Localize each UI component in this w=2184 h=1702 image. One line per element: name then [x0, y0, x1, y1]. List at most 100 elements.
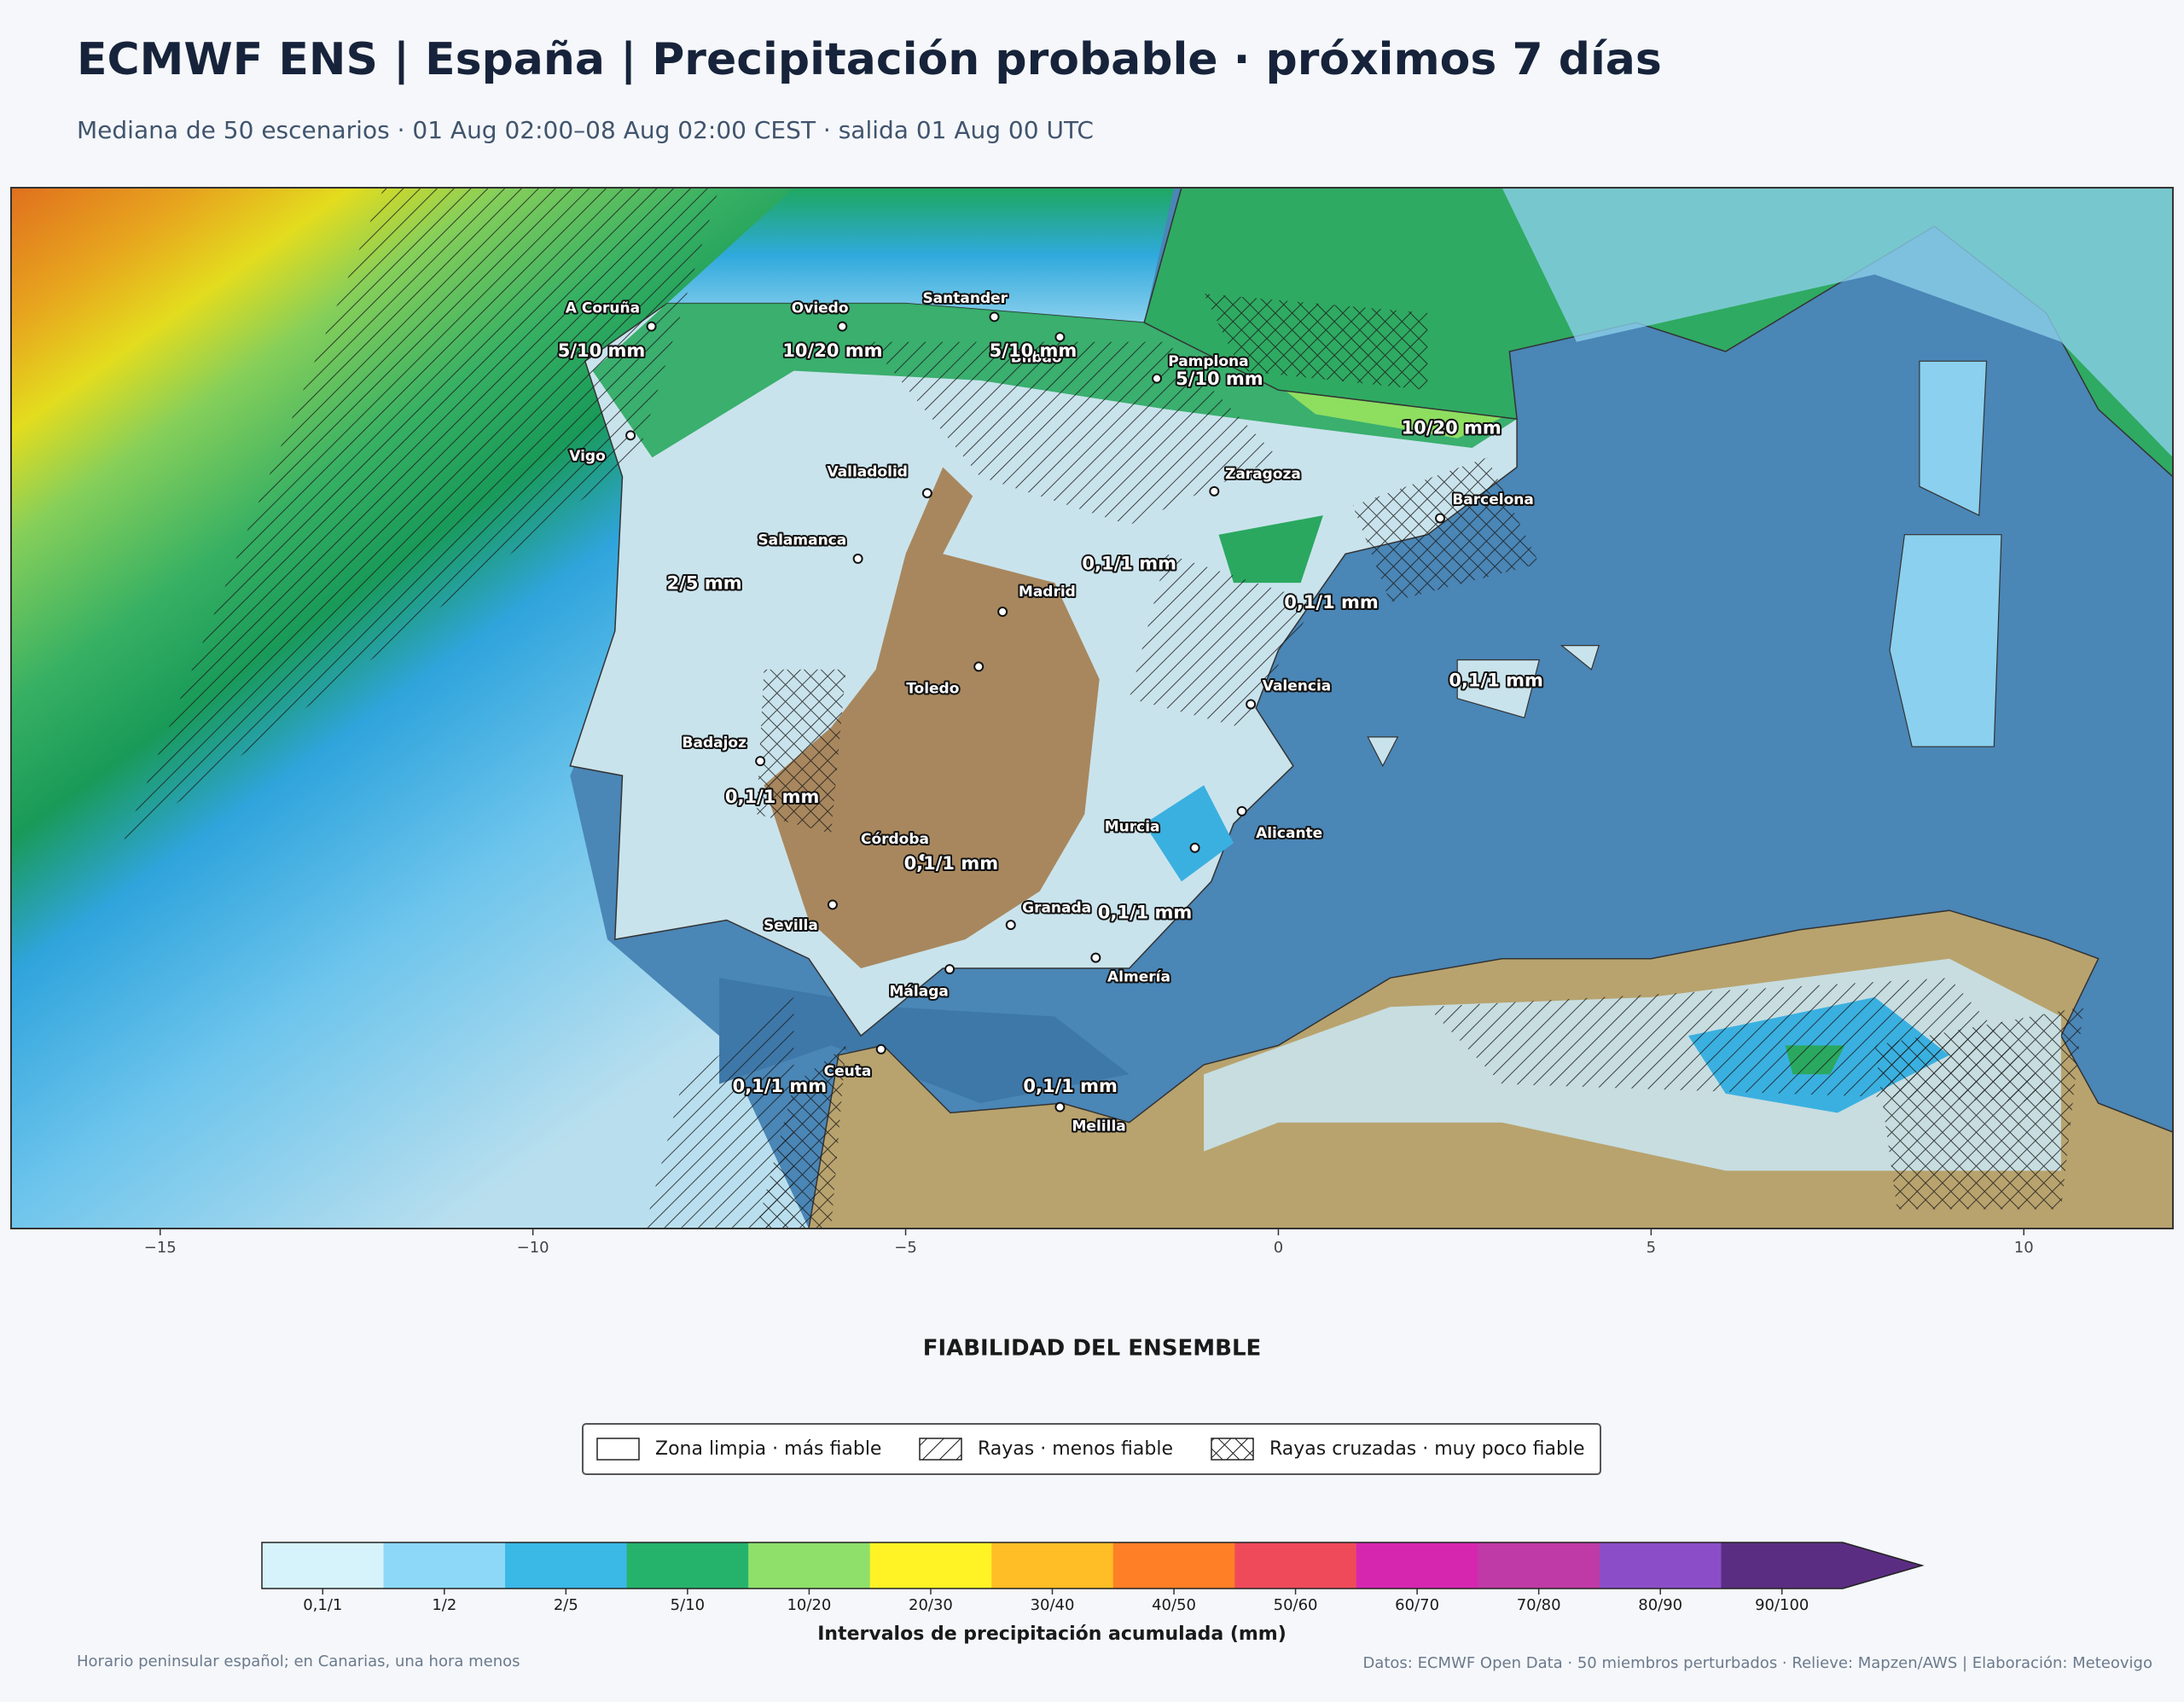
city-marker: [944, 964, 956, 975]
amount-label: 0,1/1 mm: [1082, 554, 1176, 574]
colorbar-label: 5/10: [671, 1596, 705, 1614]
x-tick-label: −15: [144, 1239, 177, 1257]
city-label: Melilla: [1072, 1118, 1126, 1136]
colorbar-label: 0,1/1: [303, 1596, 342, 1614]
city-label: Santander: [922, 290, 1008, 307]
crosshatch-area: [1204, 293, 1428, 391]
city-label: Sevilla: [764, 917, 818, 934]
pyrenees-precip: [1278, 385, 1510, 439]
city-marker: [755, 756, 766, 767]
colorbar-label: 30/40: [1031, 1596, 1075, 1614]
colorbar-label: 70/80: [1517, 1596, 1561, 1614]
city-label: Almería: [1107, 968, 1170, 985]
balearic-island: [1560, 645, 1600, 671]
amount-label: 0,1/1 mm: [725, 787, 820, 807]
city-label: Vigo: [569, 448, 606, 465]
city-label: Toledo: [906, 681, 959, 698]
city-label: Alicante: [1256, 825, 1322, 842]
dry-centre: [764, 467, 1100, 968]
crosshatch-area: [1352, 457, 1540, 602]
city-marker: [997, 607, 1008, 618]
colorbar-label: 80/90: [1638, 1596, 1682, 1614]
colorbar: 0,1/1 1/2 2/5 5/10 10/20 20/30 30/40 40/50 50/60…: [261, 1542, 1925, 1614]
amount-label: 5/10 mm: [1176, 369, 1263, 389]
x-tick-label: 0: [1274, 1239, 1283, 1257]
footer-right: Datos: ECMWF Open Data · 50 miembros per…: [1362, 1654, 2152, 1672]
colorbar-label: 10/20: [787, 1596, 831, 1614]
city-marker: [827, 899, 838, 910]
colorbar-label: 1/2: [432, 1596, 456, 1614]
colorbar-segment: [1478, 1542, 1600, 1589]
balearic-island: [1456, 659, 1541, 719]
colorbar-label: 2/5: [554, 1596, 578, 1614]
city-label: Madrid: [1019, 584, 1076, 601]
europe-precip: [1502, 188, 2173, 458]
city-marker: [1005, 920, 1016, 931]
island: [1889, 534, 2002, 747]
hatch-area: [123, 188, 720, 844]
city-marker: [1246, 699, 1257, 710]
city-label: Pamplona: [1168, 353, 1248, 370]
colorbar-segment: [1112, 1542, 1235, 1589]
amount-label: 2/5 mm: [667, 572, 742, 593]
hatch-area: [644, 996, 794, 1229]
colorbar-segment: [505, 1542, 628, 1589]
colorbar-label: 20/30: [909, 1596, 953, 1614]
balearic-island: [1367, 736, 1399, 768]
colorbar-outline: [261, 1542, 1925, 1589]
amount-label: 0,1/1 mm: [904, 853, 999, 874]
city-label: Salamanca: [758, 532, 846, 549]
legend-box: [582, 1423, 1601, 1475]
city-marker: [1189, 842, 1200, 853]
city-marker: [625, 430, 636, 441]
city-marker: [1435, 513, 1446, 524]
colorbar-title: Intervalos de precipitación acumulada (m…: [817, 1624, 1287, 1645]
amount-label: 5/10 mm: [558, 340, 646, 361]
amount-label: 5/10 mm: [990, 340, 1077, 361]
colorbar-label: 60/70: [1395, 1596, 1439, 1614]
amount-label: 10/20 mm: [1402, 417, 1502, 438]
city-label: A Coruña: [566, 299, 640, 317]
colorbar-segment: [1599, 1542, 1722, 1589]
x-tick-label: 5: [1647, 1239, 1656, 1257]
legend: Zona limpia · más fiable Rayas · menos fi…: [596, 1438, 1585, 1461]
city-marker: [1054, 332, 1066, 343]
legend-label: Rayas cruzadas · muy poco fiable: [1269, 1438, 1585, 1460]
city-label: Bilbao: [1011, 350, 1062, 367]
x-tick-label: −5: [894, 1239, 917, 1257]
city-label: Granada: [1022, 900, 1091, 917]
crosshatch-area: [756, 669, 846, 834]
crosshatch-area: [756, 1045, 846, 1229]
hatch-area: [868, 341, 1279, 526]
amount-label: 0,1/1 mm: [1284, 592, 1379, 613]
legend-title: FIABILIDAD DEL ENSEMBLE: [923, 1336, 1262, 1362]
x-tick-label: −10: [517, 1239, 549, 1257]
city-label: Murcia: [1105, 818, 1160, 835]
city-marker: [917, 852, 928, 863]
city-marker: [973, 661, 985, 672]
city-marker: [1209, 485, 1220, 497]
colorbar-segment: [869, 1542, 992, 1589]
city-marker: [1090, 952, 1101, 963]
city-marker: [837, 321, 848, 332]
bay-precip: [666, 188, 1175, 323]
colorbar-segment: [1234, 1542, 1357, 1589]
colorbar-segment: [383, 1542, 506, 1589]
colorbar-label: 50/60: [1274, 1596, 1318, 1614]
legend-swatch: [919, 1438, 962, 1461]
city-label: Ceuta: [824, 1063, 872, 1080]
city-marker: [1236, 805, 1247, 816]
colorbar-segment: [262, 1542, 385, 1589]
city-marker: [646, 321, 657, 332]
colorbar-segment: [748, 1542, 871, 1589]
x-axis: −15 −10 −5 0 5 10: [144, 1229, 2034, 1257]
colorbar-segment: [1356, 1542, 1478, 1589]
amount-label: 0,1/1 mm: [1449, 670, 1543, 690]
map: A Coruña Vigo Oviedo Santander Bilbao Pamplon…: [11, 188, 2173, 1229]
amount-label: 0,1/1 mm: [1098, 903, 1193, 923]
island: [1919, 360, 1988, 517]
hatch-area: [1129, 554, 1316, 728]
subtitle: Mediana de 50 escenarios · 01 Aug 02:00–…: [77, 116, 1094, 144]
